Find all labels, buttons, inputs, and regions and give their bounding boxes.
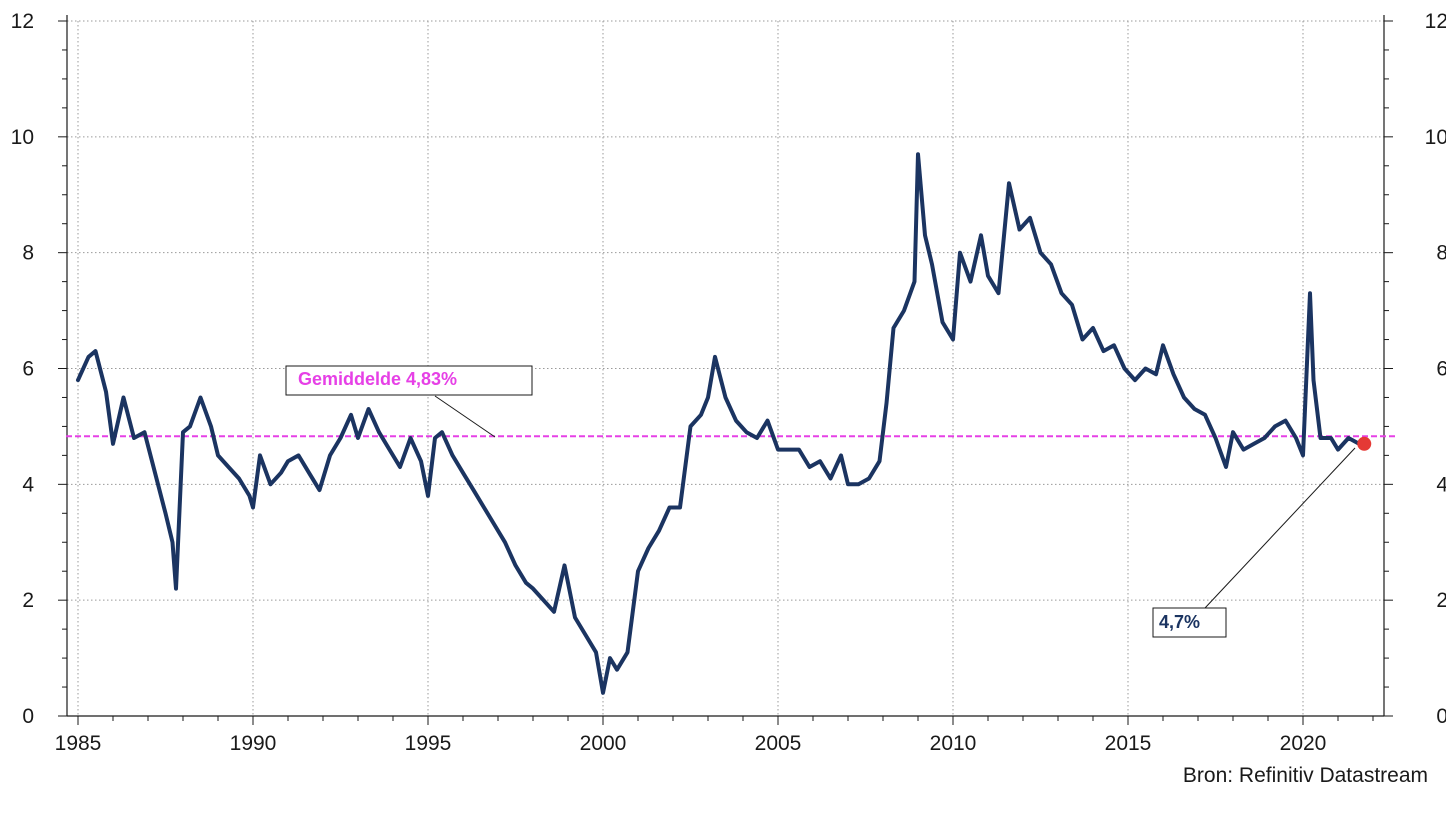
y-tick-label-left: 0 xyxy=(22,705,34,728)
source-note: Bron: Refinitiv Datastream xyxy=(1183,764,1428,787)
y-tick-label-right: 6 xyxy=(1436,358,1446,381)
y-tick-label-right: 0 xyxy=(1436,705,1446,728)
y-tick-label-right: 8 xyxy=(1436,242,1446,265)
y-tick-label-left: 8 xyxy=(22,242,34,265)
mean-annotation-label: Gemiddelde 4,83% xyxy=(298,369,457,389)
last-value-box xyxy=(1152,607,1227,638)
x-tick-label: 1995 xyxy=(405,732,452,755)
yield-line xyxy=(76,152,1361,695)
mean-annotation-box xyxy=(285,365,533,396)
mean-annotation: Gemiddelde 4,83% xyxy=(285,365,533,438)
x-tick-label: 2015 xyxy=(1105,732,1152,755)
last-value-label: 4,7% xyxy=(1159,612,1200,632)
axis-ticks: 0 0 2 2 4 4 6 6 8 8 10 10 12 12 1985 1990 1995 2000 2005 20… xyxy=(11,10,1446,755)
x-tick-label: 2020 xyxy=(1280,732,1327,755)
y-tick-label-left: 2 xyxy=(22,589,34,612)
x-tick-label: 1990 xyxy=(230,732,277,755)
y-tick-label-right: 12 xyxy=(1425,10,1446,33)
y-tick-label-left: 12 xyxy=(11,10,34,33)
last-value-leader xyxy=(1204,447,1356,609)
y-tick-label-right: 2 xyxy=(1436,589,1446,612)
y-tick-label-left: 10 xyxy=(11,126,34,149)
mean-annotation-leader xyxy=(434,395,496,438)
y-tick-label-right: 4 xyxy=(1436,473,1446,496)
y-tick-label-right: 10 xyxy=(1425,126,1446,149)
last-value-marker xyxy=(1357,436,1372,451)
axes xyxy=(66,15,1385,717)
x-tick-label: 2005 xyxy=(755,732,802,755)
x-tick-label: 1985 xyxy=(55,732,102,755)
x-tick-label: 2010 xyxy=(930,732,977,755)
y-tick-label-left: 6 xyxy=(22,358,34,381)
last-value-annotation: 4,7% xyxy=(1152,447,1356,638)
series-group xyxy=(76,152,1361,695)
x-tick-label: 2000 xyxy=(580,732,627,755)
y-tick-label-left: 4 xyxy=(22,473,34,496)
